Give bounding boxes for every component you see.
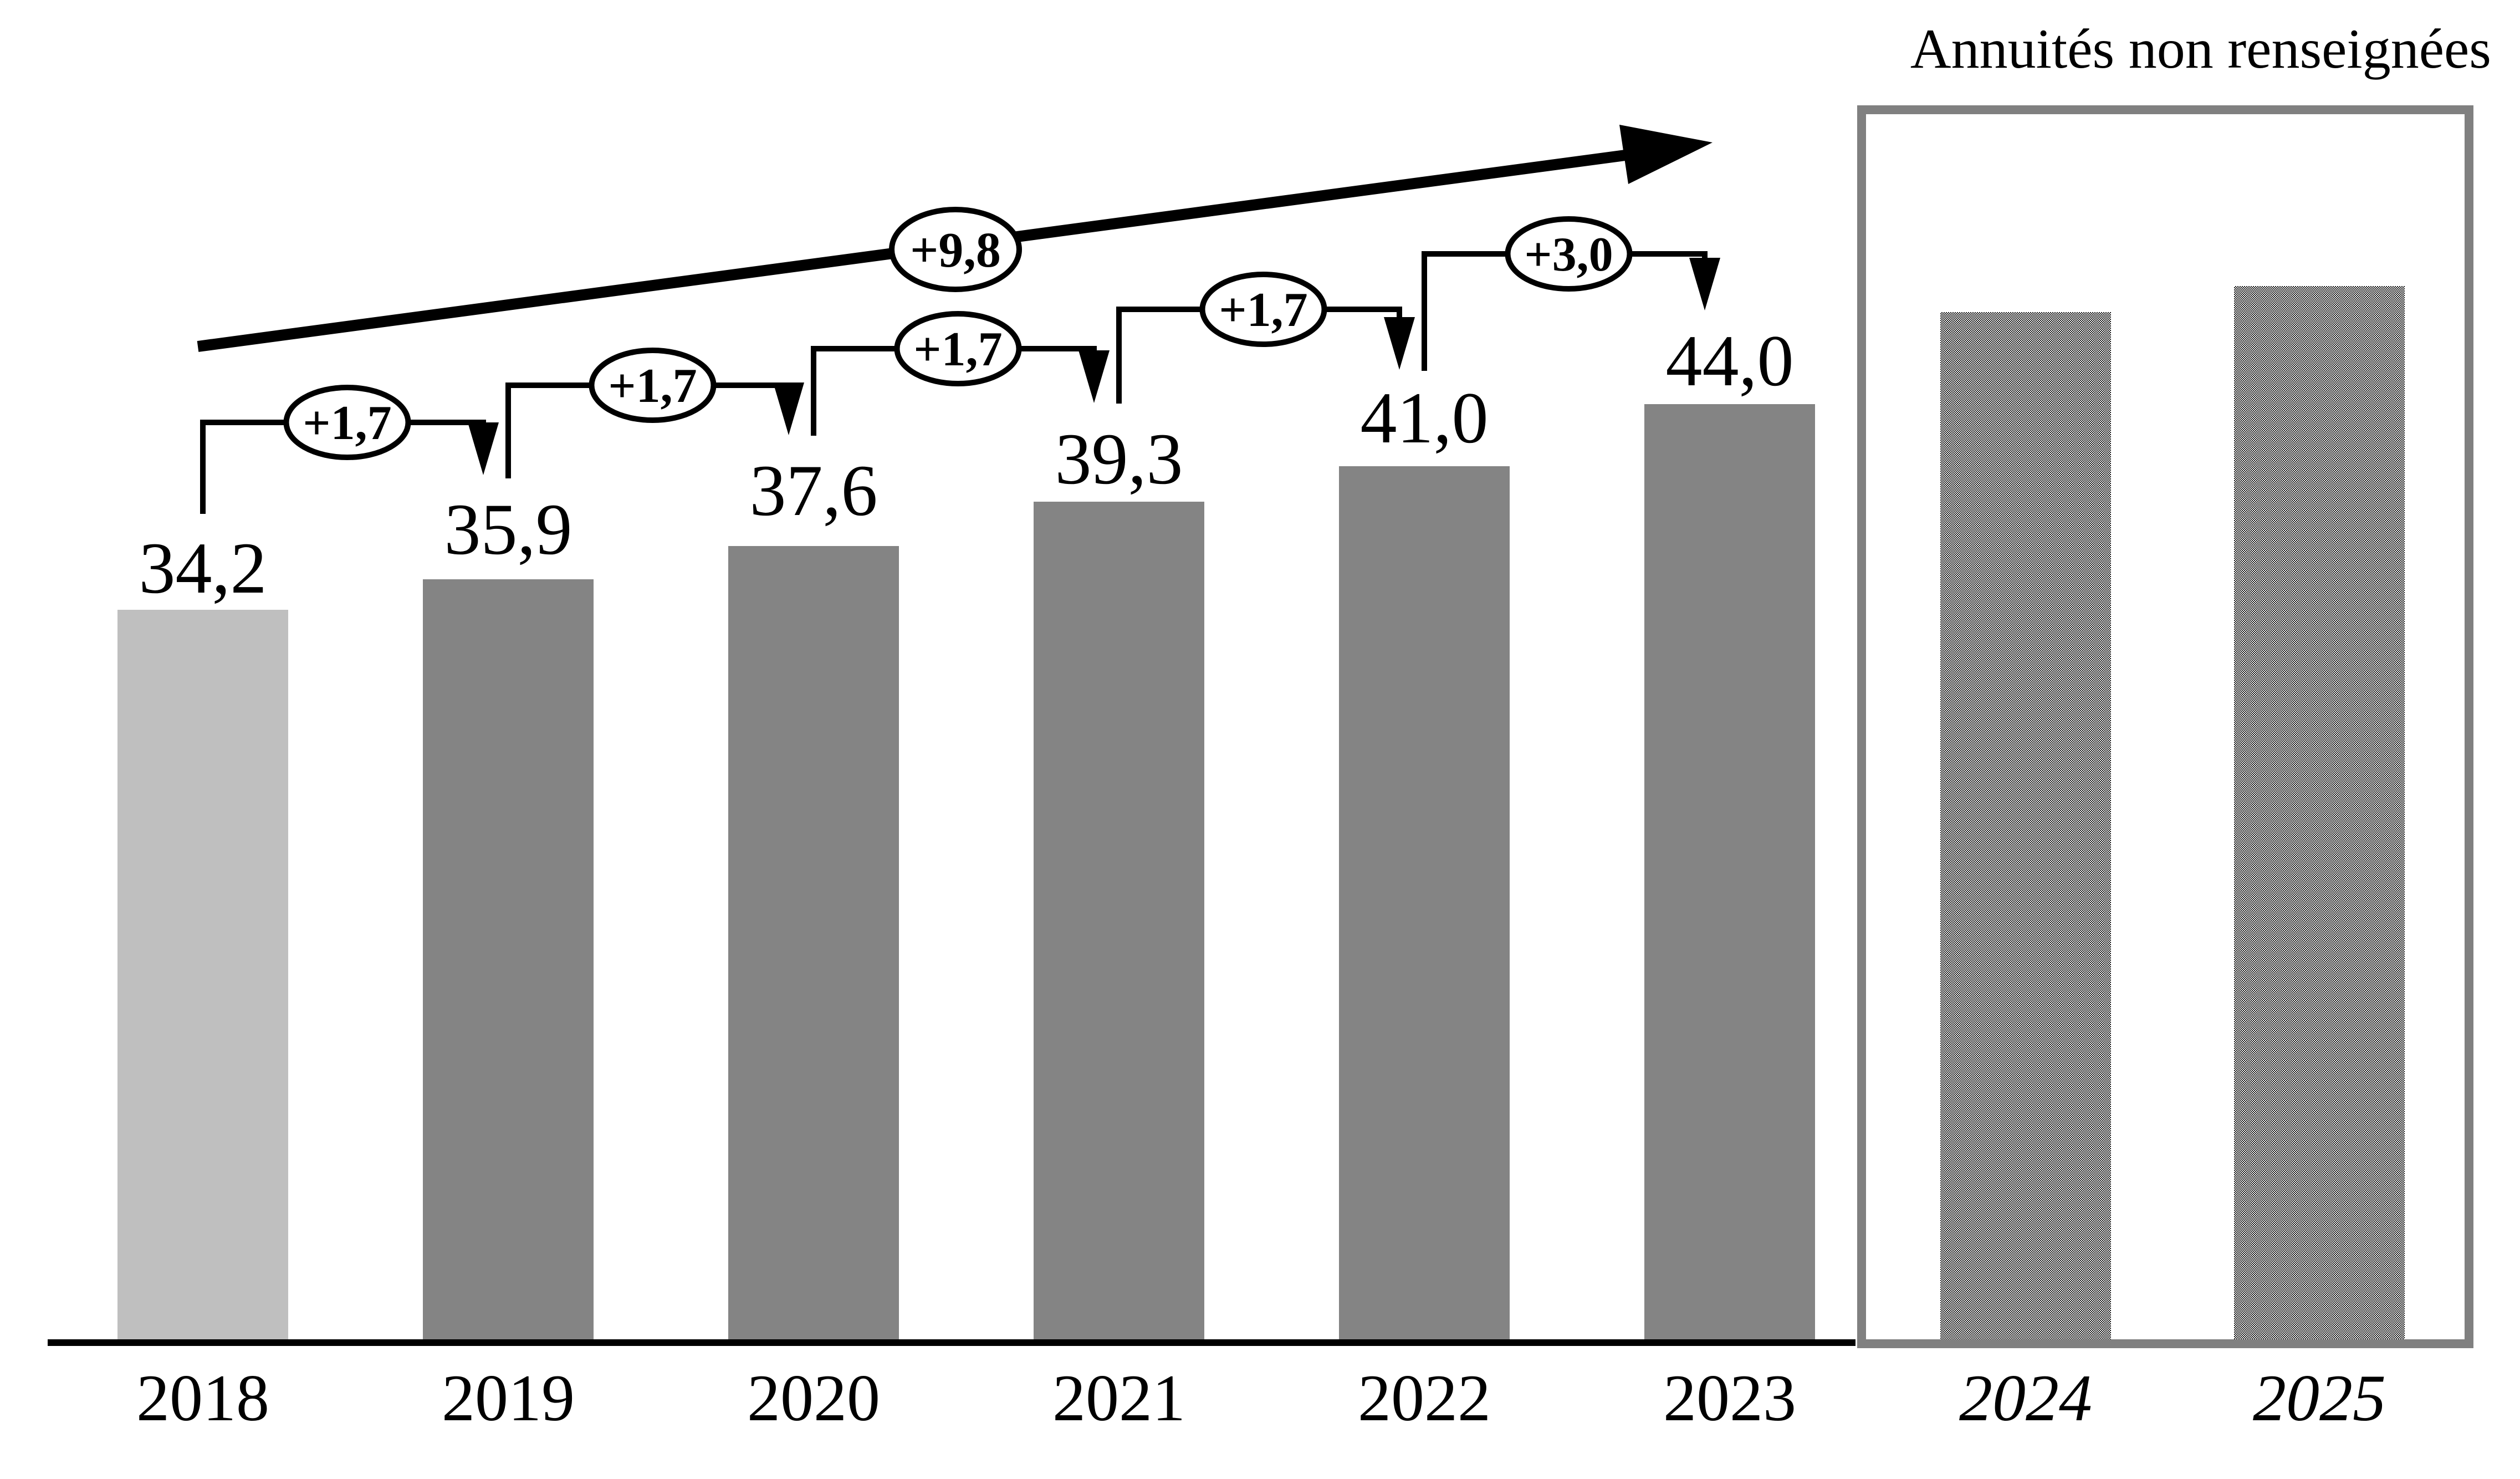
bar-2020 (728, 546, 899, 1343)
x-label-2018: 2018 (136, 1361, 269, 1435)
bar-2022 (1339, 466, 1510, 1343)
x-axis-line (48, 1339, 1856, 1346)
bar-2025 (2234, 286, 2405, 1343)
increment-label-2019: +1,7 (303, 396, 391, 450)
increment-badge-2020 (589, 348, 717, 423)
increment-arrow-head-2020 (773, 382, 804, 435)
bar-2021 (1034, 502, 1204, 1343)
increment-label-2021: +1,7 (913, 323, 1002, 376)
value-label-2019: 35,9 (444, 488, 573, 570)
increment-label-2023: +3,0 (1524, 228, 1613, 282)
value-label-2022: 41,0 (1360, 377, 1489, 458)
bar-2024 (1940, 312, 2111, 1343)
x-label-2023: 2023 (1663, 1361, 1796, 1435)
x-label-2021: 2021 (1052, 1361, 1185, 1435)
x-label-2022: 2022 (1358, 1361, 1491, 1435)
x-label-2020: 2020 (747, 1361, 880, 1435)
value-label-2023: 44,0 (1665, 320, 1794, 401)
increment-badge-2019 (283, 385, 411, 460)
x-label-2024: 2024 (1959, 1361, 2092, 1435)
bar-2018 (117, 610, 288, 1343)
trend-arrow-line (197, 149, 1630, 352)
increment-badge-2023 (1505, 216, 1633, 292)
trend-arrow-head (1619, 125, 1713, 184)
value-label-2020: 37,6 (749, 450, 878, 531)
increment-arrow-head-2021 (1078, 350, 1110, 403)
bar-2019 (423, 579, 594, 1343)
bar-2023 (1644, 404, 1815, 1343)
increment-arrow-head-2019 (468, 422, 499, 475)
annotation-box (1857, 105, 2473, 1348)
increment-badge-2021 (894, 311, 1022, 386)
increment-arrow-head-2023 (1689, 258, 1720, 310)
increment-arrow-head-2022 (1384, 317, 1415, 370)
annotation-box-title: Annuités non renseignées (1910, 18, 2491, 80)
increment-badge-2022 (1199, 272, 1327, 347)
x-label-2025: 2025 (2253, 1361, 2386, 1435)
x-label-2019: 2019 (442, 1361, 575, 1435)
value-label-2018: 34,2 (139, 527, 267, 609)
increment-label-2022: +1,7 (1219, 283, 1307, 337)
value-label-2021: 39,3 (1055, 418, 1183, 499)
total-increment-label: +9,8 (910, 223, 1001, 278)
increment-label-2020: +1,7 (608, 359, 697, 413)
total-increment-badge (889, 207, 1022, 292)
